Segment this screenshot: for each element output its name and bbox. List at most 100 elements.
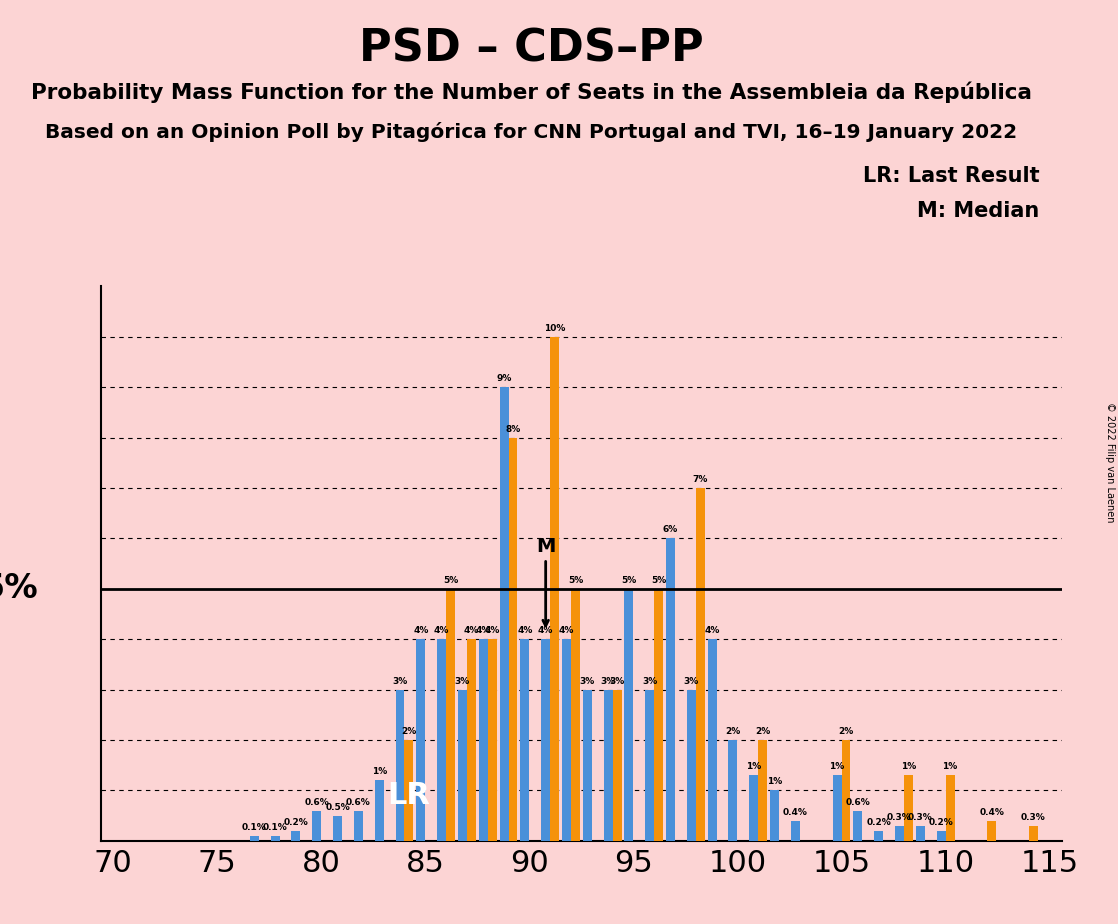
Bar: [416, 639, 425, 841]
Bar: [479, 639, 487, 841]
Text: 5%: 5%: [0, 572, 38, 605]
Text: 0.6%: 0.6%: [345, 797, 371, 807]
Text: 6%: 6%: [663, 526, 679, 534]
Text: 4%: 4%: [559, 626, 575, 635]
Text: 0.3%: 0.3%: [887, 813, 912, 821]
Bar: [405, 740, 414, 841]
Text: 0.4%: 0.4%: [783, 808, 808, 817]
Bar: [842, 740, 851, 841]
Text: M: Median: M: Median: [918, 201, 1040, 222]
Text: 2%: 2%: [401, 727, 417, 736]
Text: LR: LR: [388, 781, 430, 810]
Bar: [292, 831, 301, 841]
Text: 0.3%: 0.3%: [1021, 813, 1045, 821]
Text: 0.4%: 0.4%: [979, 808, 1004, 817]
Bar: [937, 831, 946, 841]
Text: 5%: 5%: [622, 576, 636, 585]
Text: 3%: 3%: [609, 676, 625, 686]
Text: 3%: 3%: [600, 676, 616, 686]
Text: 2%: 2%: [838, 727, 854, 736]
Text: 0.3%: 0.3%: [908, 813, 932, 821]
Text: 0.1%: 0.1%: [241, 822, 267, 832]
Bar: [333, 816, 342, 841]
Bar: [520, 639, 529, 841]
Text: 1%: 1%: [901, 762, 916, 772]
Bar: [249, 836, 258, 841]
Text: © 2022 Filip van Laenen: © 2022 Filip van Laenen: [1105, 402, 1115, 522]
Bar: [541, 639, 550, 841]
Bar: [375, 781, 383, 841]
Text: 3%: 3%: [684, 676, 699, 686]
Bar: [758, 740, 767, 841]
Text: 4%: 4%: [484, 626, 500, 635]
Text: 4%: 4%: [475, 626, 491, 635]
Bar: [770, 790, 779, 841]
Text: 2%: 2%: [726, 727, 740, 736]
Bar: [500, 387, 509, 841]
Text: M: M: [536, 537, 556, 556]
Bar: [509, 438, 518, 841]
Bar: [550, 337, 559, 841]
Bar: [487, 639, 496, 841]
Text: 3%: 3%: [392, 676, 408, 686]
Bar: [666, 539, 675, 841]
Text: 0.6%: 0.6%: [304, 797, 329, 807]
Text: 5%: 5%: [443, 576, 458, 585]
Bar: [446, 589, 455, 841]
Bar: [654, 589, 663, 841]
Text: Probability Mass Function for the Number of Seats in the Assembleia da República: Probability Mass Function for the Number…: [30, 81, 1032, 103]
Bar: [354, 810, 363, 841]
Text: LR: Last Result: LR: Last Result: [863, 166, 1040, 187]
Text: 0.5%: 0.5%: [325, 803, 350, 811]
Text: Based on an Opinion Poll by Pitagórica for CNN Portugal and TVI, 16–19 January 2: Based on an Opinion Poll by Pitagórica f…: [45, 122, 1017, 142]
Text: 4%: 4%: [414, 626, 428, 635]
Bar: [645, 689, 654, 841]
Text: 10%: 10%: [544, 323, 566, 333]
Text: 3%: 3%: [579, 676, 595, 686]
Bar: [874, 831, 883, 841]
Bar: [695, 488, 704, 841]
Bar: [987, 821, 996, 841]
Bar: [853, 810, 862, 841]
Text: PSD – CDS–PP: PSD – CDS–PP: [359, 28, 703, 71]
Bar: [833, 775, 842, 841]
Text: 4%: 4%: [464, 626, 479, 635]
Bar: [467, 639, 476, 841]
Text: 5%: 5%: [651, 576, 666, 585]
Text: 5%: 5%: [568, 576, 584, 585]
Bar: [396, 689, 405, 841]
Text: 0.2%: 0.2%: [284, 818, 309, 827]
Text: 4%: 4%: [518, 626, 532, 635]
Text: 0.1%: 0.1%: [263, 822, 287, 832]
Bar: [312, 810, 321, 841]
Text: 4%: 4%: [538, 626, 553, 635]
Text: 1%: 1%: [767, 777, 783, 786]
Text: 2%: 2%: [755, 727, 770, 736]
Text: 1%: 1%: [942, 762, 958, 772]
Text: 0.2%: 0.2%: [929, 818, 954, 827]
Bar: [271, 836, 280, 841]
Text: 4%: 4%: [704, 626, 720, 635]
Text: 3%: 3%: [642, 676, 657, 686]
Text: 4%: 4%: [434, 626, 449, 635]
Bar: [604, 689, 613, 841]
Bar: [708, 639, 717, 841]
Bar: [571, 589, 580, 841]
Bar: [625, 589, 634, 841]
Bar: [686, 689, 695, 841]
Bar: [458, 689, 467, 841]
Bar: [437, 639, 446, 841]
Bar: [946, 775, 955, 841]
Bar: [790, 821, 799, 841]
Text: 1%: 1%: [830, 762, 845, 772]
Bar: [729, 740, 738, 841]
Bar: [613, 689, 622, 841]
Text: 8%: 8%: [505, 425, 521, 433]
Bar: [1029, 826, 1038, 841]
Bar: [582, 689, 591, 841]
Bar: [749, 775, 758, 841]
Bar: [896, 826, 904, 841]
Bar: [562, 639, 571, 841]
Bar: [916, 826, 925, 841]
Text: 0.2%: 0.2%: [866, 818, 891, 827]
